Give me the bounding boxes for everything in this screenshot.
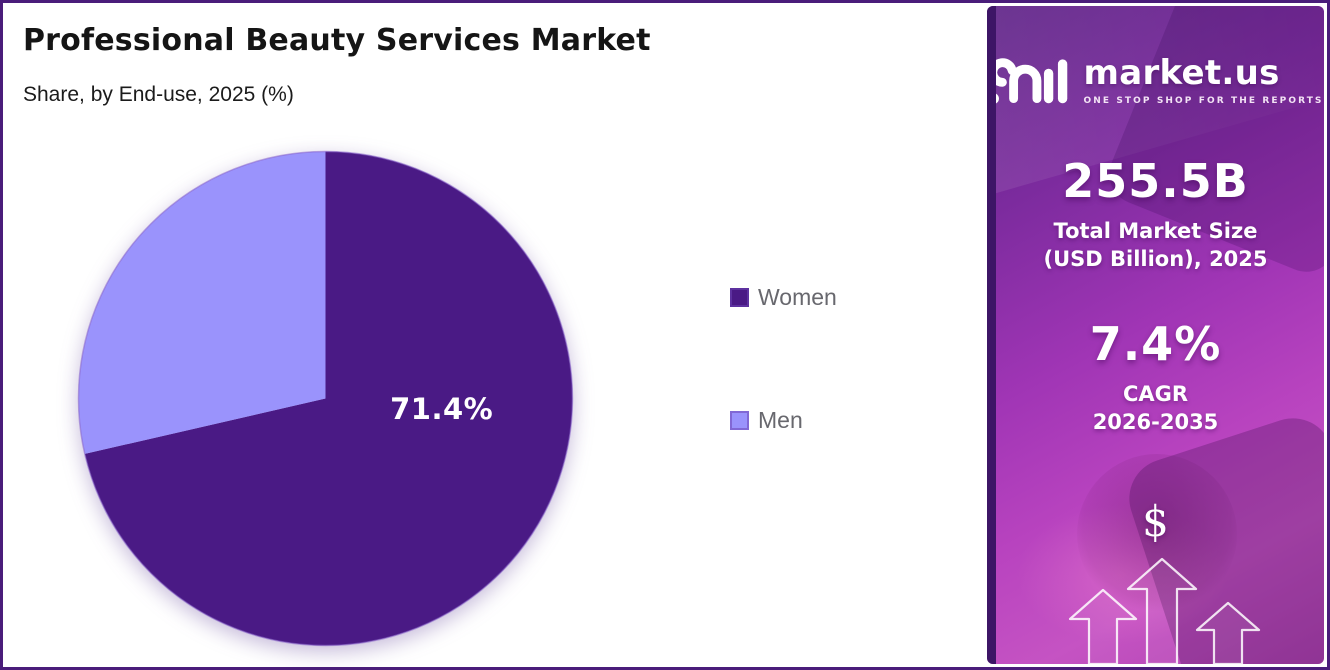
cagr-value: 7.4% (1089, 317, 1222, 372)
cagr-label-line1: CAGR (1122, 382, 1189, 407)
market-size-label-line1: Total Market Size (1053, 219, 1258, 243)
legend-label-women: Women (758, 284, 837, 310)
legend-item-women: Women (730, 284, 837, 311)
cagr-label: CAGR 2026-2035 (987, 381, 1324, 436)
legend-swatch-men-icon (730, 411, 749, 430)
sidebar: market.us ONE STOP SHOP FOR THE REPORTS … (987, 6, 1324, 664)
pie-data-label: 71.4% (390, 391, 494, 426)
cagr-label-line2: 2026-2035 (1092, 410, 1219, 435)
pie-svg (77, 150, 574, 647)
market-size-label: Total Market Size (USD Billion), 2025 (987, 218, 1324, 273)
legend-label-men: Men (758, 407, 803, 433)
brand: market.us ONE STOP SHOP FOR THE REPORTS (987, 50, 1324, 108)
brand-tagline: ONE STOP SHOP FOR THE REPORTS (1083, 96, 1324, 106)
legend: Women Men (730, 284, 837, 434)
pie-rim (77, 150, 574, 647)
pie-chart: 71.4% (73, 146, 578, 651)
pie-slice-men (78, 151, 326, 454)
market-us-logo-icon (988, 58, 1068, 105)
legend-swatch-women-icon (730, 288, 749, 307)
pie-slice-women (84, 151, 573, 646)
market-size-value: 255.5B (1062, 154, 1249, 208)
dollar-icon: $ (1142, 497, 1169, 546)
growth-arrows-icon (1068, 557, 1261, 664)
page-title: Professional Beauty Services Market (23, 23, 651, 58)
legend-item-men: Men (730, 407, 837, 434)
market-size-label-line2: (USD Billion), 2025 (1043, 246, 1268, 271)
brand-name: market.us (1083, 53, 1280, 93)
chart-subtitle: Share, by End-use, 2025 (%) (23, 83, 294, 106)
